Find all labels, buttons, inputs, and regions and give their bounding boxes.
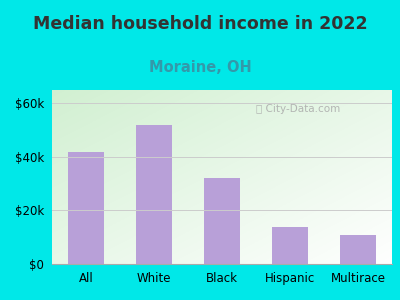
Bar [340,235,376,264]
Text: Median household income in 2022: Median household income in 2022 [33,15,367,33]
Bar [204,178,240,264]
Bar [68,152,104,264]
Bar [272,226,308,264]
Text: Moraine, OH: Moraine, OH [149,60,251,75]
Bar [136,125,172,264]
Text: ⓘ City-Data.com: ⓘ City-Data.com [256,104,340,114]
